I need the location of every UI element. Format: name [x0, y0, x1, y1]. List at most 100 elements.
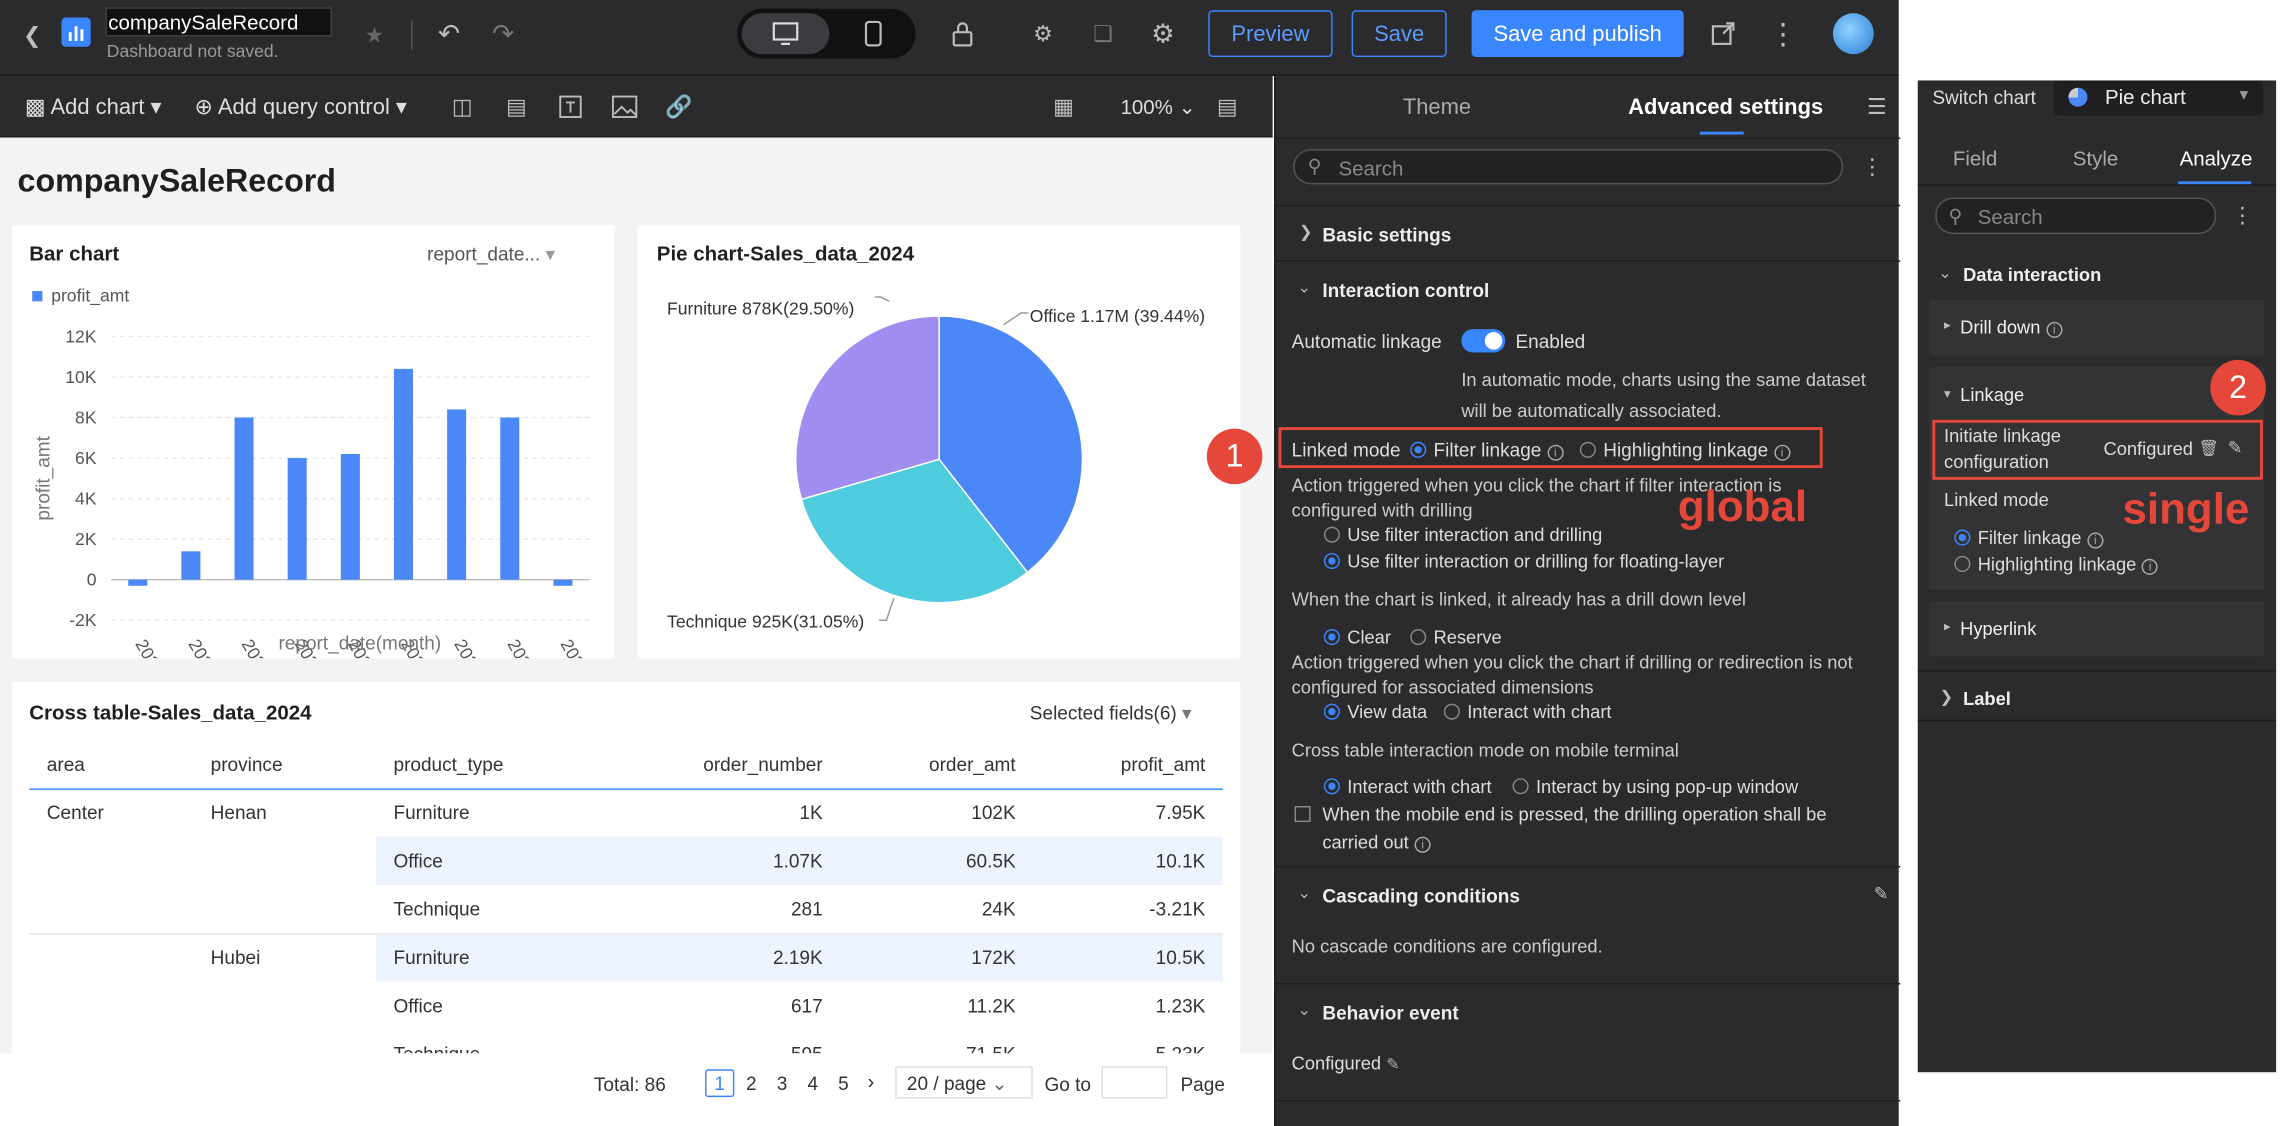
edit-icon[interactable]: ✎: [2227, 437, 2243, 458]
grid-icon[interactable]: ▦: [1053, 95, 1074, 120]
page-2[interactable]: 2: [746, 1072, 757, 1095]
desktop-icon[interactable]: [741, 13, 830, 55]
page-4[interactable]: 4: [807, 1072, 819, 1095]
table-row[interactable]: Office 617 11.2K 1.23K: [29, 982, 1223, 1030]
hyperlink-item[interactable]: ▸ Hyperlink: [1929, 601, 2265, 657]
image-icon[interactable]: [610, 92, 639, 121]
pie-chart-card[interactable]: Pie chart-Sales_data_2024 Furniture 878K…: [637, 225, 1241, 659]
page-1[interactable]: 1: [705, 1069, 735, 1098]
preview-button[interactable]: Preview: [1208, 10, 1333, 58]
basic-settings-section[interactable]: ❯ Basic settings: [1275, 204, 1901, 261]
bar: [553, 579, 573, 586]
lock-icon[interactable]: [946, 18, 978, 50]
add-chart-button[interactable]: ▩ Add chart ▾: [24, 95, 162, 120]
table-row[interactable]: Center Henan Furniture 1K 102K 7.95K: [29, 788, 1223, 836]
interaction-control-header[interactable]: Interaction control: [1322, 279, 1490, 302]
cascading-conditions-header[interactable]: Cascading conditions: [1322, 884, 1520, 907]
save-and-publish-button[interactable]: Save and publish: [1471, 10, 1684, 58]
back-icon[interactable]: ❮: [22, 23, 42, 49]
linkage-header[interactable]: Linkage: [1960, 384, 2025, 406]
opt-floating-layer[interactable]: Use filter interaction or drilling for f…: [1323, 551, 1724, 572]
settings-search-input[interactable]: ⚲ Search: [1293, 149, 1844, 185]
avatar[interactable]: [1832, 13, 1874, 55]
collapse-panel-icon[interactable]: ☰: [1866, 95, 1887, 120]
table-cell: 60.5K: [840, 836, 1034, 885]
star-icon[interactable]: ★: [364, 23, 385, 49]
chart-type-select[interactable]: Pie chart ▼: [2053, 80, 2263, 116]
next-page-icon[interactable]: ›: [867, 1069, 875, 1093]
page-5[interactable]: 5: [838, 1072, 849, 1095]
mobile-icon[interactable]: [837, 13, 910, 54]
opt-filter-and-drilling[interactable]: Use filter interaction and drilling: [1323, 525, 1602, 546]
mobile-popup-radio[interactable]: Interact by using pop-up window: [1512, 777, 1798, 797]
settings-icon[interactable]: ⚙: [1151, 18, 1175, 48]
title-input[interactable]: companySaleRecord: [105, 7, 333, 37]
pie-slice-office[interactable]: [938, 315, 1084, 574]
linked-mode-label: Linked mode: [1291, 438, 1401, 461]
cache-icon[interactable]: ⚙: [1033, 21, 1053, 47]
link-icon[interactable]: 🔗: [665, 95, 693, 120]
analyze-search-input[interactable]: ⚲ Search: [1935, 197, 2217, 235]
text-icon[interactable]: [556, 92, 585, 121]
bar-chart-card[interactable]: Bar chart report_date... ▾ profit_amt 12…: [11, 225, 615, 659]
selected-fields-dropdown[interactable]: Selected fields(6) ▾: [1029, 702, 1192, 725]
pie-slice-technique[interactable]: [800, 458, 1029, 604]
undo-icon[interactable]: ↶: [438, 18, 461, 48]
automatic-linkage-toggle[interactable]: [1461, 329, 1506, 353]
label-section-header[interactable]: Label: [1963, 688, 2011, 710]
single-filter-linkage-radio[interactable]: Filter linkage i: [1954, 528, 2104, 549]
table-row[interactable]: Hubei Furniture 2.19K 172K 10.5K: [29, 933, 1223, 982]
filter-linkage-radio[interactable]: Filter linkage i: [1410, 439, 1564, 461]
save-button[interactable]: Save: [1351, 10, 1447, 58]
canvas-settings-icon[interactable]: ▤: [1216, 95, 1238, 120]
panel-more-icon[interactable]: ⋮: [1861, 155, 1884, 180]
table-row[interactable]: Technique 281 24K -3.21K: [29, 885, 1223, 934]
behavior-configured[interactable]: Configured ✎: [1291, 1053, 1400, 1074]
copy-icon[interactable]: ❏: [1093, 21, 1113, 47]
mobile-interact-chart-radio[interactable]: Interact with chart: [1323, 777, 1492, 797]
redo-icon[interactable]: ↷: [492, 18, 515, 48]
bar-legend[interactable]: profit_amt: [32, 285, 129, 306]
col-area[interactable]: area: [46, 752, 85, 775]
tab-style[interactable]: Style: [2072, 146, 2119, 170]
mobile-drilling-checkbox[interactable]: [1294, 806, 1311, 823]
add-query-control-button[interactable]: ⊕ Add query control ▾: [194, 95, 407, 120]
date-filter[interactable]: report_date... ▾: [427, 242, 556, 265]
view-data-radio[interactable]: View data: [1323, 702, 1427, 723]
trash-icon[interactable]: 🗑: [2198, 439, 2220, 458]
page-size-select[interactable]: 20 / page ⌄: [895, 1066, 1033, 1099]
page-3[interactable]: 3: [776, 1072, 788, 1095]
single-highlighting-linkage-radio[interactable]: Highlighting linkage i: [1954, 554, 2159, 575]
more-icon[interactable]: ⋮: [1768, 18, 1798, 51]
behavior-event-header[interactable]: Behavior event: [1322, 1002, 1459, 1024]
edit-icon[interactable]: ✎: [1873, 883, 1889, 905]
reserve-radio[interactable]: Reserve: [1410, 628, 1502, 648]
layout-icon[interactable]: ◫: [451, 95, 473, 120]
col-province[interactable]: province: [210, 752, 283, 775]
tab-analyze[interactable]: Analyze: [2179, 146, 2253, 170]
global-annotation: global: [1677, 482, 1808, 531]
clear-radio[interactable]: Clear: [1323, 628, 1391, 648]
highlighting-linkage-radio[interactable]: Highlighting linkage i: [1579, 439, 1791, 461]
table-row[interactable]: Office 1.07K 60.5K 10.1K: [29, 836, 1223, 885]
pie-slice-furniture[interactable]: [795, 315, 940, 501]
tab-icon[interactable]: ▤: [505, 95, 527, 120]
bar-chart-icon: ▩: [24, 95, 46, 120]
data-interaction-header[interactable]: Data interaction: [1963, 264, 2102, 286]
table-cell: Henan: [210, 801, 267, 824]
interact-with-chart-radio[interactable]: Interact with chart: [1443, 702, 1612, 723]
goto-input[interactable]: [1101, 1066, 1168, 1099]
cross-table-card[interactable]: Cross table-Sales_data_2024 Selected fie…: [11, 681, 1241, 1126]
tab-advanced-settings[interactable]: Advanced settings: [1628, 95, 1824, 120]
col-product-type[interactable]: product_type: [393, 752, 504, 775]
zoom-select[interactable]: 100% ⌄: [1120, 95, 1196, 119]
tab-field[interactable]: Field: [1952, 146, 1998, 170]
bar: [181, 551, 201, 580]
analyze-more-icon[interactable]: ⋮: [2231, 203, 2254, 229]
tab-theme[interactable]: Theme: [1402, 95, 1472, 120]
col-order-number[interactable]: order_number: [703, 752, 823, 775]
col-profit-amt[interactable]: profit_amt: [1120, 752, 1206, 775]
share-icon[interactable]: [1707, 18, 1739, 50]
col-order-amt[interactable]: order_amt: [929, 752, 1016, 775]
drill-down-item[interactable]: ▸ Drill down i: [1929, 299, 2265, 356]
